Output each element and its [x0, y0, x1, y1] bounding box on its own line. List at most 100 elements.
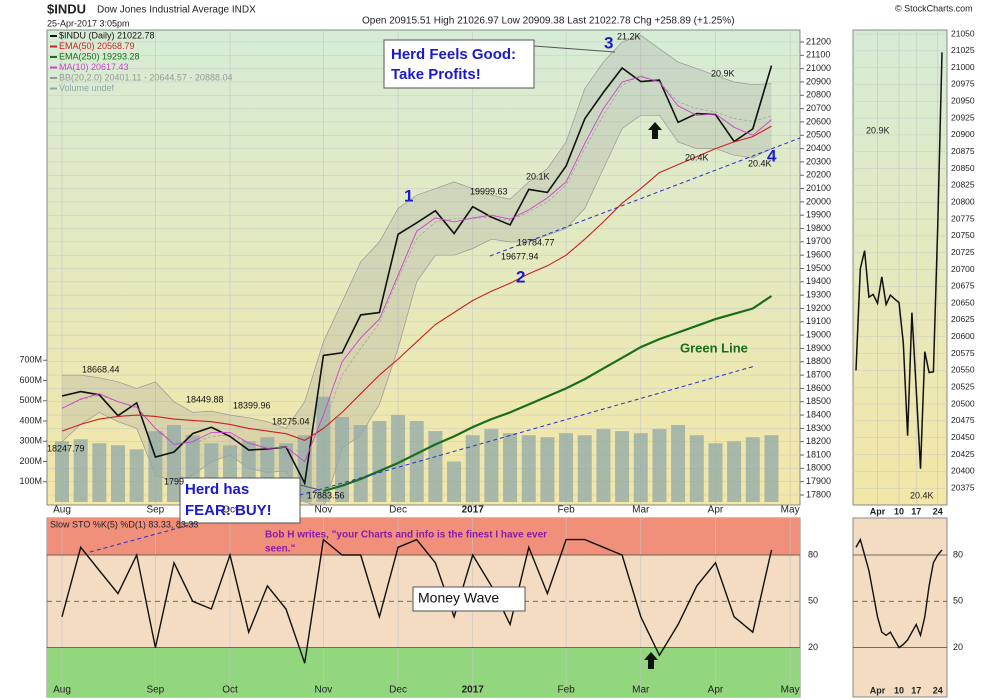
quote: Open 20915.51 High 21026.97 Low 20909.38…	[362, 16, 735, 27]
y2-tick-label: 400M	[19, 415, 42, 425]
y-tick-label: 20750	[951, 230, 975, 240]
y-tick-label: 21100	[806, 50, 830, 60]
y-tick-label: 18100	[806, 449, 831, 459]
annotation: 19784.77	[517, 237, 555, 247]
y-tick-label: 18600	[806, 383, 831, 393]
x-tick-label: Apr	[870, 685, 886, 695]
y-tick-label: 20800	[951, 196, 975, 206]
y2-tick-label: 600M	[19, 375, 42, 385]
volume-bar	[559, 433, 574, 502]
y2-tick-label: 300M	[19, 436, 42, 446]
y-tick-label: 19700	[806, 236, 831, 246]
y-tick-label: 20	[808, 642, 818, 652]
y-tick-label: 20700	[951, 264, 975, 274]
volume-bar	[484, 429, 499, 502]
annotation: 17883.56	[307, 490, 345, 500]
volume-bar	[391, 414, 406, 502]
x-tick-label: 17	[911, 685, 921, 695]
y-tick-label: 21000	[806, 63, 831, 73]
legend-label: MA(10) 20617.43	[59, 62, 129, 72]
arrow-up	[644, 652, 658, 669]
y-tick-label: 20850	[951, 163, 975, 173]
inset-plot	[853, 30, 947, 505]
annotation: 20.4K	[910, 490, 934, 500]
volume-bar	[727, 441, 742, 502]
y-tick-label: 20650	[951, 297, 975, 307]
annotation: 19677.94	[501, 251, 539, 261]
legend-label: Volume undef	[59, 83, 115, 93]
inset-pane	[852, 29, 948, 506]
legend-label: Slow STO %K(5) %D(1) 83.33, 83.33	[50, 519, 198, 529]
y-tick-label: 19800	[806, 223, 831, 233]
y-tick-label: 50	[808, 596, 818, 606]
callout-pointer	[533, 45, 616, 53]
y-tick-label: 19500	[806, 263, 831, 273]
volume-bar	[55, 441, 69, 502]
annotation: 18449.88	[186, 394, 224, 404]
x-tick-label: Apr	[870, 506, 886, 516]
y-tick-label: 19400	[806, 276, 831, 286]
series-line	[61, 76, 772, 463]
series-line	[61, 538, 773, 664]
y-tick-label: 19000	[806, 329, 831, 339]
y-tick-label: 19100	[806, 316, 831, 326]
x-tick-label: 2017	[462, 505, 485, 516]
volume-bar	[129, 449, 144, 502]
volume-bar	[764, 435, 779, 502]
volume-bar	[708, 443, 723, 502]
y-tick-label: 21050	[951, 28, 975, 38]
y-tick-label: 80	[808, 549, 818, 559]
annotation: 20.1K	[526, 171, 550, 181]
y-tick-label: 20900	[951, 129, 975, 139]
y-tick-label: 18200	[806, 436, 831, 446]
volume-bar	[615, 431, 630, 502]
volume-bar	[540, 437, 555, 502]
volume-bar	[447, 461, 462, 502]
x-tick-label: Feb	[557, 685, 575, 696]
x-tick-label: Dec	[389, 505, 407, 516]
annotation: 18668.44	[82, 364, 120, 374]
y-tick-label: 20800	[806, 90, 831, 100]
x-tick-label: 2017	[462, 685, 485, 696]
x-tick-label: Oct	[222, 685, 238, 696]
annotation: 20.4K	[748, 158, 772, 168]
inset-stoch-plot	[853, 537, 947, 649]
y-tick-label: 20525	[951, 382, 975, 392]
y-tick-label: 20575	[951, 348, 975, 358]
annotation: Green Line	[680, 340, 748, 355]
y-tick-label: 20375	[951, 482, 975, 492]
series-line	[855, 52, 943, 469]
annotation: 19999.63	[470, 186, 508, 196]
x-tick-label: Apr	[708, 685, 724, 696]
volume-bar	[353, 425, 368, 502]
inset-stoch-pane	[852, 517, 948, 698]
y2-tick-label: 100M	[19, 476, 42, 486]
legend-label: $INDU (Daily) 21022.78	[59, 30, 155, 40]
y-tick-label: 18300	[806, 423, 831, 433]
y-tick-label: 19300	[806, 290, 831, 300]
y-tick-label: 21200	[806, 36, 831, 46]
y-tick-label: 17800	[806, 489, 831, 499]
volume-bar	[503, 433, 518, 502]
y2-tick-label: 700M	[19, 355, 42, 365]
y-tick-label: 20475	[951, 415, 975, 425]
y-tick-label: 18500	[806, 396, 831, 406]
volume-bar	[689, 435, 704, 502]
y-tick-label: 17900	[806, 476, 831, 486]
oversold-zone	[47, 647, 800, 697]
volume-bar	[372, 421, 387, 502]
legend-label: BB(20,2.0) 20401.11 - 20644.57 - 20888.0…	[59, 72, 232, 82]
annotation: 1799	[164, 476, 184, 486]
annotation: 2	[516, 267, 525, 286]
series-line	[323, 295, 773, 493]
x-tick-label: Apr	[708, 505, 724, 516]
callout-pointer	[299, 484, 321, 491]
x-tick-label: Sep	[146, 505, 164, 516]
legend-label: EMA(50) 20568.79	[59, 41, 135, 51]
y-tick-label: 18700	[806, 369, 831, 379]
annotation: Bob H writes, "your Charts and info is t…	[265, 530, 547, 541]
y-tick-label: 20625	[951, 314, 975, 324]
y-tick-label: 20425	[951, 449, 975, 459]
x-tick-label: Aug	[53, 505, 71, 516]
